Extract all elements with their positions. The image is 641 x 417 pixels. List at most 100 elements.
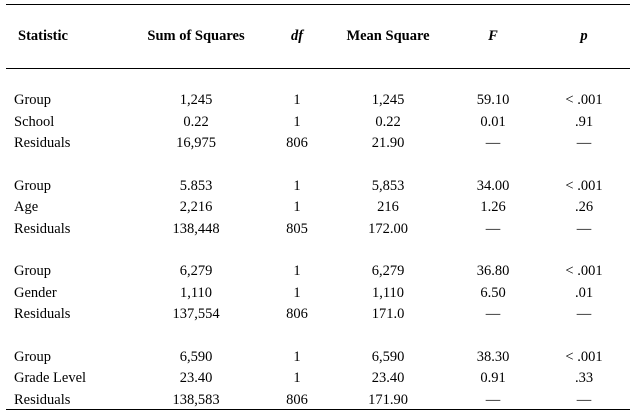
table-row: Residuals 138,448 805 172.00 — — [6,219,630,241]
header-f: F [488,28,498,44]
cell-p: .01 [574,284,594,301]
row-label: Group [14,348,52,365]
table-row: Residuals 137,554 806 171.0 — — [6,304,630,326]
cell-p: — [576,391,592,408]
cell-p: — [576,135,592,152]
cell-ss: 6,279 [179,263,213,280]
spacer-row [6,240,630,261]
row-label: Residuals [14,220,71,237]
row-label: Grade Level [14,370,87,387]
table-row: Gender 1,110 1 1,110 6.50 .01 [6,283,630,305]
cell-df: 1 [293,348,301,365]
header-sum-of-squares: Sum of Squares [147,28,245,44]
cell-df: 806 [286,391,308,408]
row-label: Gender [14,284,57,301]
header-row: Statistic Sum of Squares df Mean Square … [6,4,630,69]
cell-df: 806 [286,135,308,152]
table-row: Age 2,216 1 216 1.26 .26 [6,197,630,219]
cell-ms: 216 [377,199,399,216]
cell-ms: 1,245 [371,92,405,109]
cell-f: 0.91 [480,370,506,387]
cell-ms: 23.40 [371,370,405,387]
table-row: Group 6,590 1 6,590 38.30 < .001 [6,347,630,369]
row-label: Residuals [14,135,71,152]
row-label: School [14,113,55,130]
row-label: Group [14,263,52,280]
cell-ss: 16,975 [176,135,216,152]
cell-f: 38.30 [476,348,510,365]
table-bottom-rule [6,409,630,410]
cell-df: 1 [293,92,301,109]
cell-df: 1 [293,199,301,216]
cell-f: — [485,135,501,152]
cell-ms: 21.90 [371,135,405,152]
table-row: Grade Level 23.40 1 23.40 0.91 .33 [6,368,630,390]
header-mean-square: Mean Square [346,28,430,44]
cell-f: — [485,391,501,408]
table-row: Residuals 138,583 806 171.90 — — [6,390,630,412]
row-label: Residuals [14,306,71,323]
spacer-row [6,326,630,347]
table-row: Group 1,245 1 1,245 59.10 < .001 [6,90,630,112]
row-label: Residuals [14,391,71,408]
header-statistic: Statistic [18,28,68,44]
cell-f: — [485,306,501,323]
cell-ms: 5,853 [371,177,405,194]
cell-ms: 172.00 [368,220,408,237]
cell-df: 805 [286,220,308,237]
cell-ms: 6,279 [371,263,405,280]
table-row: Group 5.853 1 5,853 34.00 < .001 [6,176,630,198]
cell-df: 1 [293,113,301,130]
cell-p: < .001 [565,263,603,280]
cell-df: 1 [293,263,301,280]
cell-ss: 5.853 [179,177,213,194]
cell-p: .91 [574,113,594,130]
row-label: Age [14,199,39,216]
cell-ss: 138,583 [172,391,220,408]
cell-f: 0.01 [480,113,506,130]
cell-ss: 2,216 [179,199,213,216]
cell-ss: 1,245 [179,92,213,109]
cell-p: < .001 [565,177,603,194]
cell-ss: 23.40 [179,370,213,387]
cell-ms: 0.22 [375,113,401,130]
header-df: df [290,28,304,44]
cell-ms: 1,110 [371,284,405,301]
row-label: Group [14,92,52,109]
header-p: p [580,28,588,44]
cell-ms: 171.0 [371,306,405,323]
cell-f: 36.80 [476,263,510,280]
cell-df: 1 [293,370,301,387]
table-row: School 0.22 1 0.22 0.01 .91 [6,112,630,134]
cell-ss: 0.22 [183,113,209,130]
cell-f: — [485,220,501,237]
cell-p: .26 [574,199,594,216]
cell-f: 6.50 [480,284,506,301]
cell-ss: 138,448 [172,220,220,237]
cell-df: 1 [293,177,301,194]
cell-ms: 171.90 [368,391,408,408]
anova-table: Statistic Sum of Squares df Mean Square … [6,4,630,411]
cell-p: — [576,220,592,237]
cell-ss: 137,554 [172,306,220,323]
table-top-rule [6,4,630,5]
table-body: Group 1,245 1 1,245 59.10 < .001 School … [6,69,630,411]
table-row: Residuals 16,975 806 21.90 — — [6,133,630,155]
cell-ss: 1,110 [179,284,213,301]
cell-p: — [576,306,592,323]
cell-ss: 6,590 [179,348,213,365]
header-rule [6,68,630,69]
cell-ms: 6,590 [371,348,405,365]
cell-p: < .001 [565,92,603,109]
spacer-row [6,155,630,176]
table-row: Group 6,279 1 6,279 36.80 < .001 [6,261,630,283]
cell-f: 34.00 [476,177,510,194]
cell-df: 1 [293,284,301,301]
cell-p: .33 [574,370,594,387]
cell-df: 806 [286,306,308,323]
cell-f: 59.10 [476,92,510,109]
row-label: Group [14,177,52,194]
cell-p: < .001 [565,348,603,365]
cell-f: 1.26 [480,199,506,216]
spacer-row [6,69,630,90]
